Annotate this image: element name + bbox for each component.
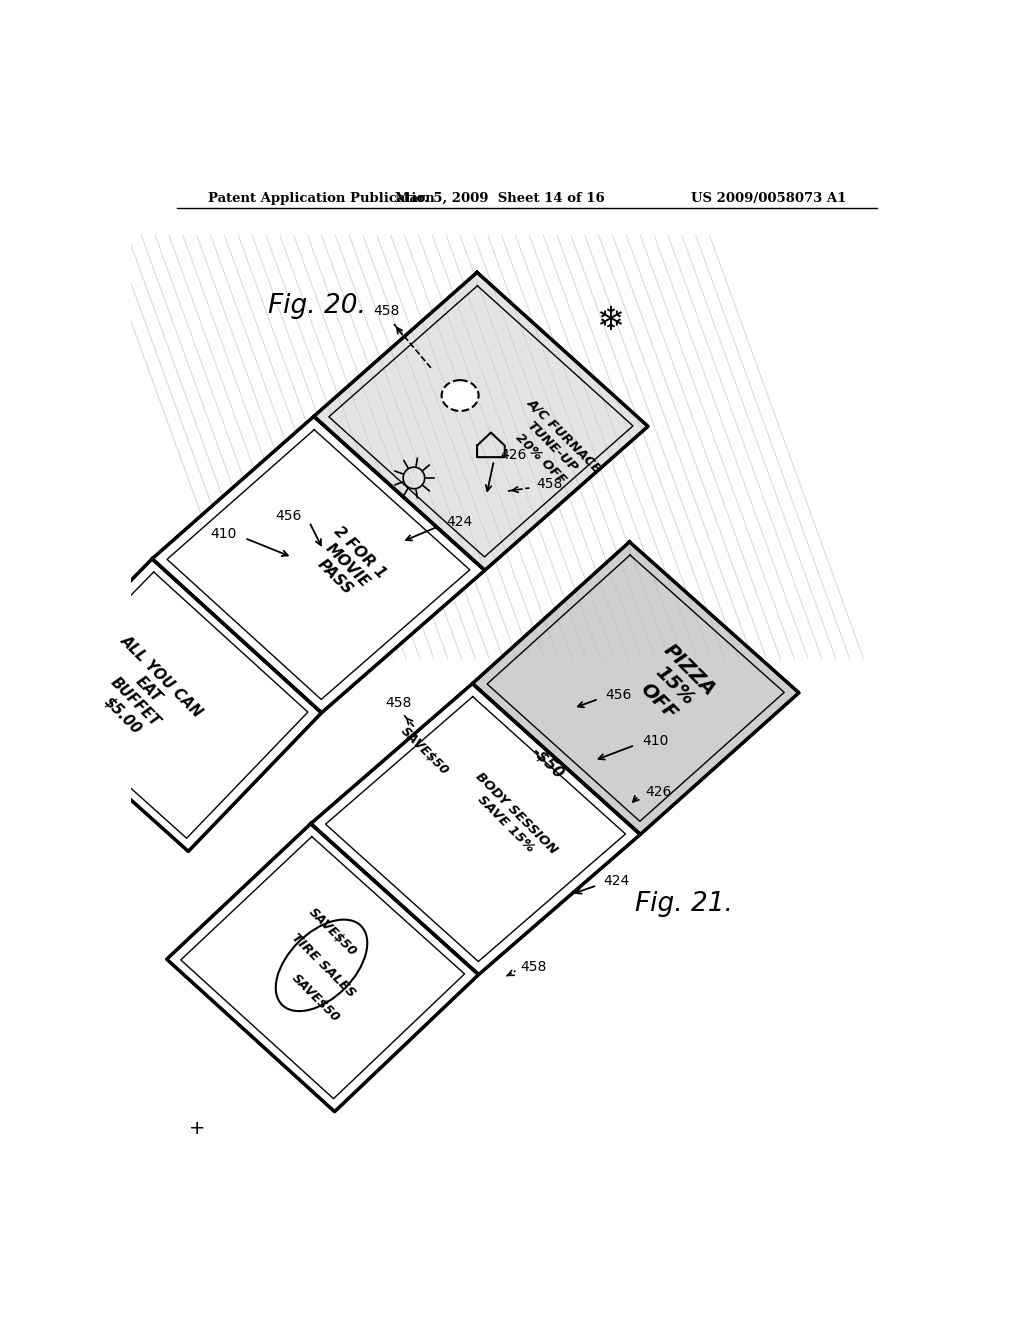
Text: 458: 458	[537, 477, 563, 491]
Text: 426: 426	[645, 785, 672, 799]
Polygon shape	[16, 558, 322, 851]
Text: ALL YOU CAN
EAT
BUFFET
$5.00: ALL YOU CAN EAT BUFFET $5.00	[79, 632, 206, 759]
Polygon shape	[310, 684, 640, 974]
Text: 458: 458	[373, 304, 399, 318]
Text: SAVE$50: SAVE$50	[306, 906, 358, 958]
Text: 410: 410	[643, 734, 669, 748]
Text: PIZZA
15%
OFF: PIZZA 15% OFF	[629, 640, 720, 731]
Polygon shape	[153, 416, 484, 713]
Text: 458: 458	[385, 696, 412, 710]
Text: 2 FOR 1
MOVIE
PASS: 2 FOR 1 MOVIE PASS	[306, 524, 389, 606]
Polygon shape	[167, 824, 478, 1111]
Text: SAVE$50: SAVE$50	[398, 725, 452, 777]
Text: 424: 424	[603, 874, 630, 888]
Text: BODY SESSION
SAVE 15%: BODY SESSION SAVE 15%	[462, 770, 560, 867]
Text: ❄: ❄	[596, 304, 625, 337]
Text: +: +	[189, 1119, 206, 1138]
Text: 456: 456	[605, 688, 632, 702]
Polygon shape	[313, 272, 648, 570]
Text: Fig. 21.: Fig. 21.	[635, 891, 733, 917]
Text: Mar. 5, 2009  Sheet 14 of 16: Mar. 5, 2009 Sheet 14 of 16	[395, 191, 605, 205]
Text: Patent Application Publication: Patent Application Publication	[208, 191, 434, 205]
Text: 410: 410	[211, 527, 237, 541]
Text: TIRE SALES: TIRE SALES	[289, 931, 357, 999]
Text: -$50: -$50	[529, 743, 566, 781]
Text: Fig. 20.: Fig. 20.	[267, 293, 366, 319]
Text: SAVE$50: SAVE$50	[289, 972, 342, 1024]
Text: 456: 456	[275, 510, 301, 524]
Text: A/C FURNACE
TUNE-UP
20% OFF: A/C FURNACE TUNE-UP 20% OFF	[501, 396, 604, 499]
Text: 426: 426	[500, 447, 526, 462]
Polygon shape	[472, 543, 799, 834]
Text: US 2009/0058073 A1: US 2009/0058073 A1	[691, 191, 847, 205]
Ellipse shape	[441, 380, 478, 411]
Text: 424: 424	[446, 515, 472, 529]
Text: 458: 458	[520, 960, 547, 974]
